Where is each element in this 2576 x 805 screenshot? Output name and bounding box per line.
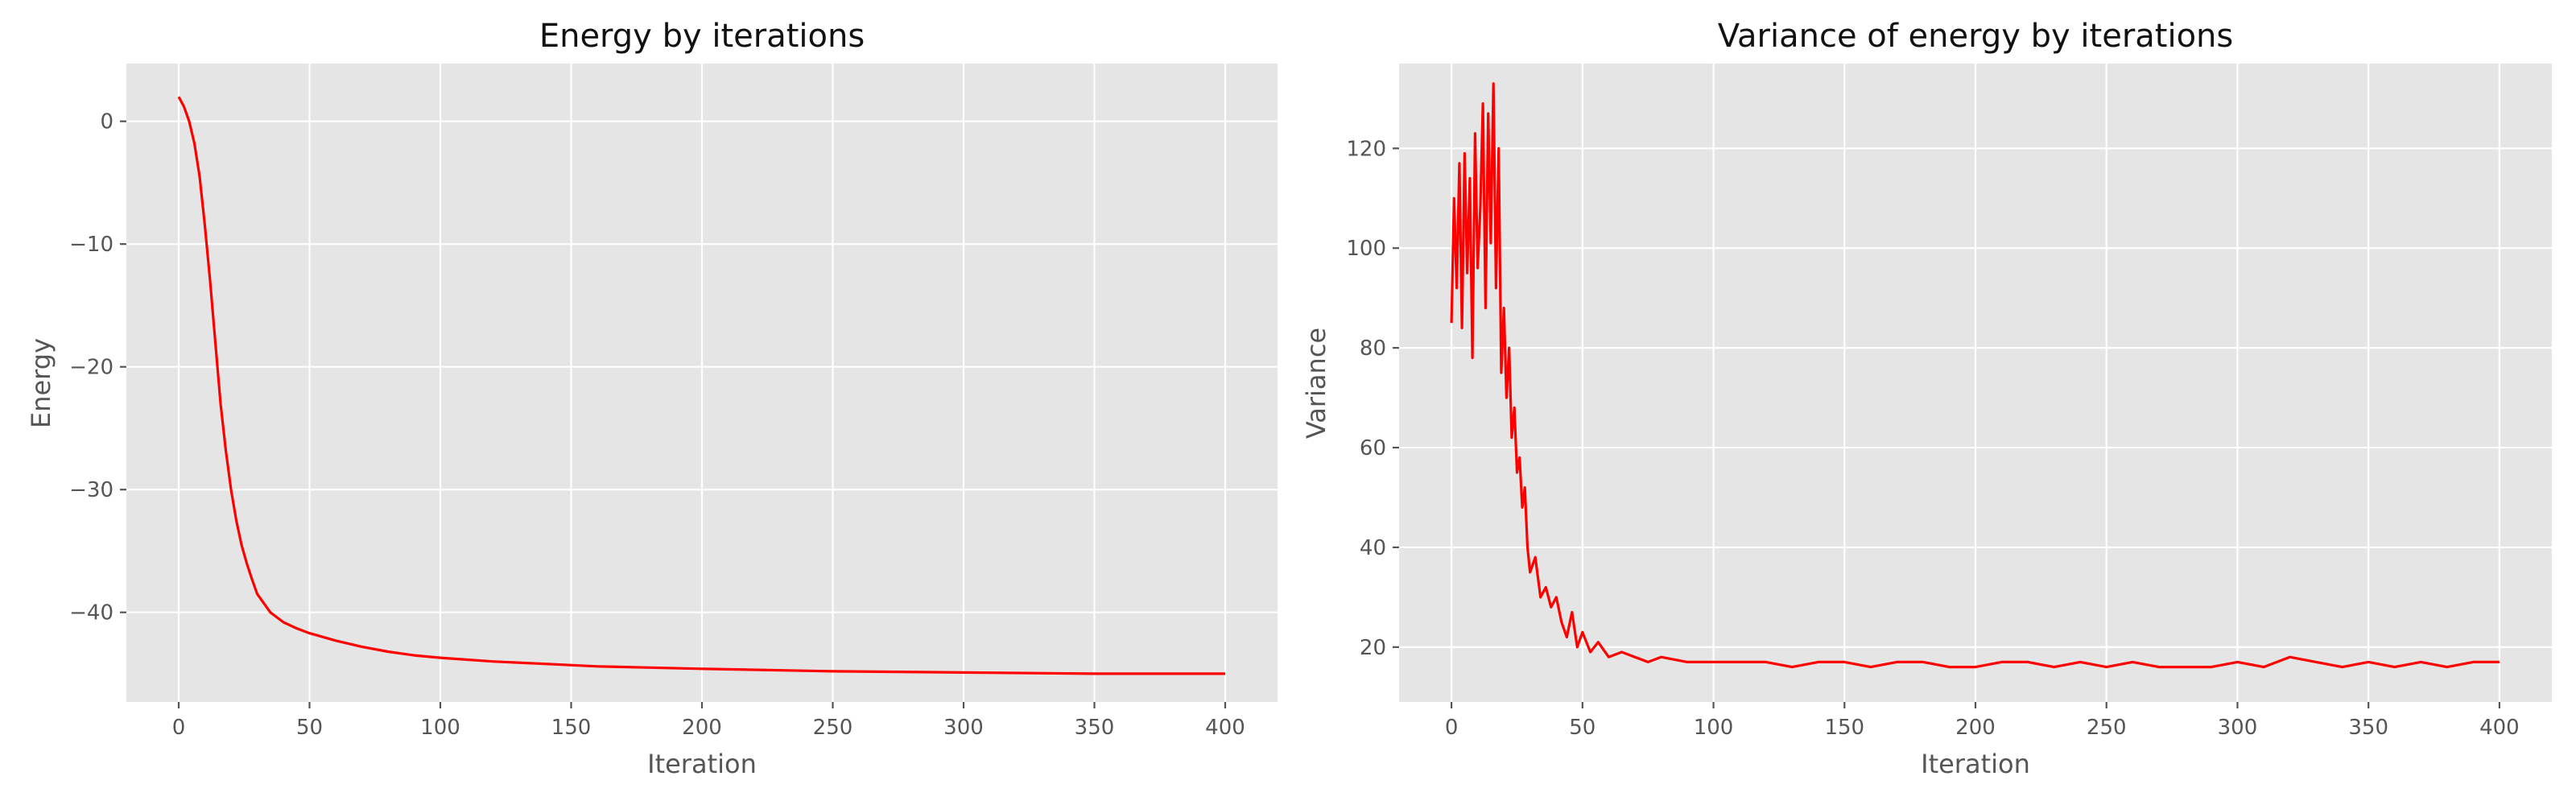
variance-y-tick-label: 40 <box>1360 536 1386 560</box>
energy-y-tick-label: −20 <box>69 356 114 380</box>
energy-x-tick-label: 400 <box>1205 716 1245 740</box>
energy-x-tick-label: 250 <box>813 716 853 740</box>
variance-x-tick-label: 350 <box>2348 716 2388 740</box>
energy-chart: 0 50 100 150 200 250 300 350 400 −40 −30 −20 −10 0 En… <box>26 18 1278 779</box>
energy-series <box>177 96 1225 675</box>
energy-chart-title: Energy by iterations <box>539 18 865 55</box>
variance-x-tick-label: 400 <box>2479 716 2520 740</box>
variance-x-tick-label: 50 <box>1569 716 1596 740</box>
energy-x-tick-label: 350 <box>1075 716 1115 740</box>
energy-series-line <box>177 96 1225 675</box>
energy-y-axis-label: Energy <box>26 338 56 428</box>
variance-y-tick-label: 80 <box>1360 336 1386 361</box>
variance-x-tick-label: 300 <box>2218 716 2258 740</box>
energy-x-tick-label: 100 <box>420 716 460 740</box>
energy-x-axis-label: Iteration <box>647 749 757 779</box>
variance-series <box>1450 82 2500 669</box>
variance-x-tick-label: 200 <box>1955 716 1996 740</box>
energy-x-tick-label: 0 <box>172 716 186 740</box>
variance-grid <box>1399 64 2552 702</box>
energy-x-tick-label: 200 <box>682 716 722 740</box>
energy-grid <box>126 64 1278 702</box>
variance-chart-title: Variance of energy by iterations <box>1718 18 2233 55</box>
variance-ticks: 0 50 100 150 200 250 300 350 400 20 40 60 80 100 120 <box>1346 137 2519 740</box>
variance-y-tick-label: 100 <box>1346 237 1386 261</box>
variance-x-tick-label: 0 <box>1445 716 1459 740</box>
variance-x-tick-label: 150 <box>1824 716 1864 740</box>
variance-x-axis-label: Iteration <box>1921 749 2030 779</box>
variance-series-line <box>1450 82 2500 669</box>
variance-x-tick-label: 250 <box>2087 716 2127 740</box>
energy-x-tick-label: 150 <box>551 716 592 740</box>
energy-x-tick-label: 300 <box>943 716 984 740</box>
energy-y-tick-label: −30 <box>69 478 114 502</box>
variance-y-tick-label: 60 <box>1360 436 1386 460</box>
variance-y-axis-label: Variance <box>1301 328 1331 439</box>
energy-x-tick-label: 50 <box>296 716 323 740</box>
variance-y-tick-label: 20 <box>1360 636 1386 660</box>
energy-y-tick-label: −10 <box>69 233 114 257</box>
energy-y-tick-label: −40 <box>69 601 114 625</box>
variance-chart: 0 50 100 150 200 250 300 350 400 20 40 60 80 100 120 V… <box>1301 18 2552 779</box>
variance-x-tick-label: 100 <box>1694 716 1734 740</box>
energy-y-tick-label: 0 <box>100 110 114 134</box>
variance-y-tick-label: 120 <box>1346 137 1386 161</box>
energy-ticks: 0 50 100 150 200 250 300 350 400 −40 −30 −20 −10 0 <box>69 110 1245 740</box>
